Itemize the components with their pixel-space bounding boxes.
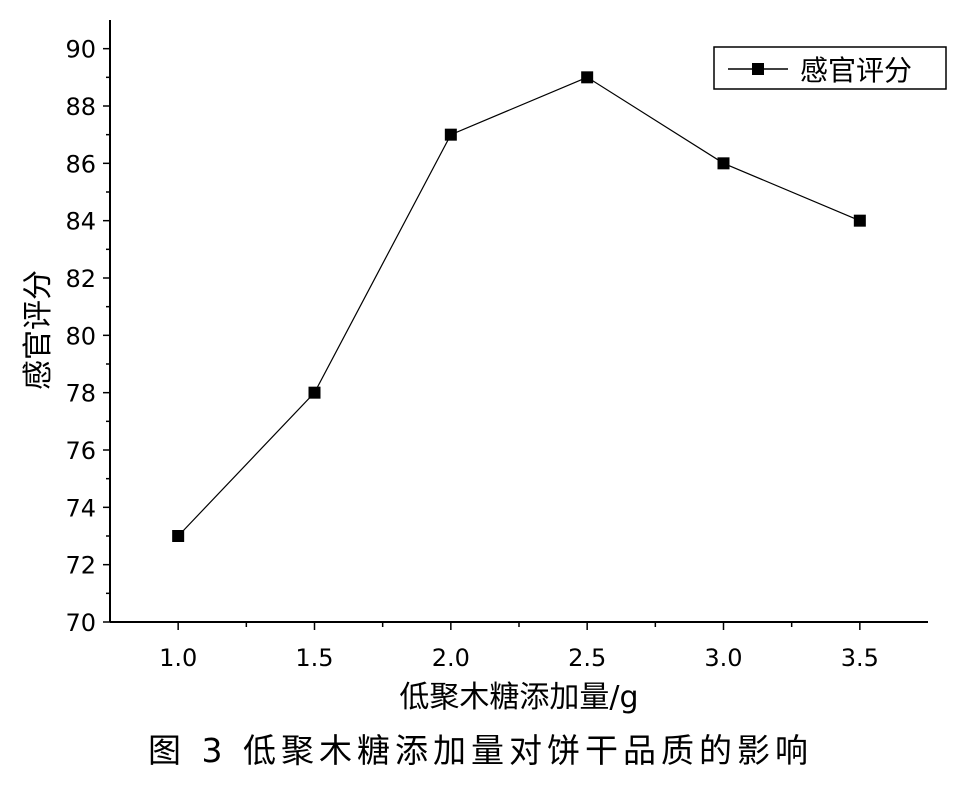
legend-marker-sample [752, 63, 764, 75]
y-tick-label: 80 [65, 322, 96, 350]
y-tick-label: 88 [65, 93, 96, 121]
x-tick-label: 1.5 [295, 644, 333, 672]
x-tick-label: 2.0 [432, 644, 470, 672]
figure-caption: 图 3 低聚木糖添加量对饼干品质的影响 [148, 731, 813, 770]
axes [109, 20, 928, 623]
y-tick-label: 82 [65, 265, 96, 293]
y-tick-label: 70 [65, 609, 96, 637]
line-chart: 70 72 74 76 78 80 82 84 86 88 90 1.0 1.5 2.0 2.5 3.0 3.5… [21, 20, 947, 715]
y-tick-label: 74 [65, 494, 96, 522]
y-tick-label: 90 [65, 36, 96, 64]
legend-label: 感官评分 [800, 54, 912, 87]
data-point-marker [717, 157, 730, 170]
data-point-marker [172, 530, 185, 542]
y-tick-label: 84 [65, 208, 96, 236]
data-point-marker [308, 386, 321, 399]
y-tick-label: 86 [65, 150, 96, 178]
data-point-marker [853, 214, 866, 227]
series-layer [172, 71, 866, 542]
series-line [177, 76, 861, 537]
x-tick-label: 3.5 [841, 644, 879, 672]
tick-labels: 70 72 74 76 78 80 82 84 86 88 90 1.0 1.5 2.0 2.5 3.0 3.5 [65, 36, 878, 672]
legend: 感官评分 [713, 46, 947, 90]
y-tick-label: 76 [65, 437, 96, 465]
y-tick-label: 72 [65, 552, 96, 580]
data-point-marker [581, 71, 594, 84]
x-axis-label: 低聚木糖添加量/g [399, 680, 638, 715]
x-tick-label: 1.0 [159, 644, 197, 672]
ticks [103, 47, 861, 630]
y-tick-label: 78 [65, 380, 96, 408]
y-axis-label: 感官评分 [21, 270, 56, 390]
data-point-marker [444, 128, 457, 141]
x-tick-label: 2.5 [568, 644, 606, 672]
x-tick-label: 3.0 [704, 644, 742, 672]
